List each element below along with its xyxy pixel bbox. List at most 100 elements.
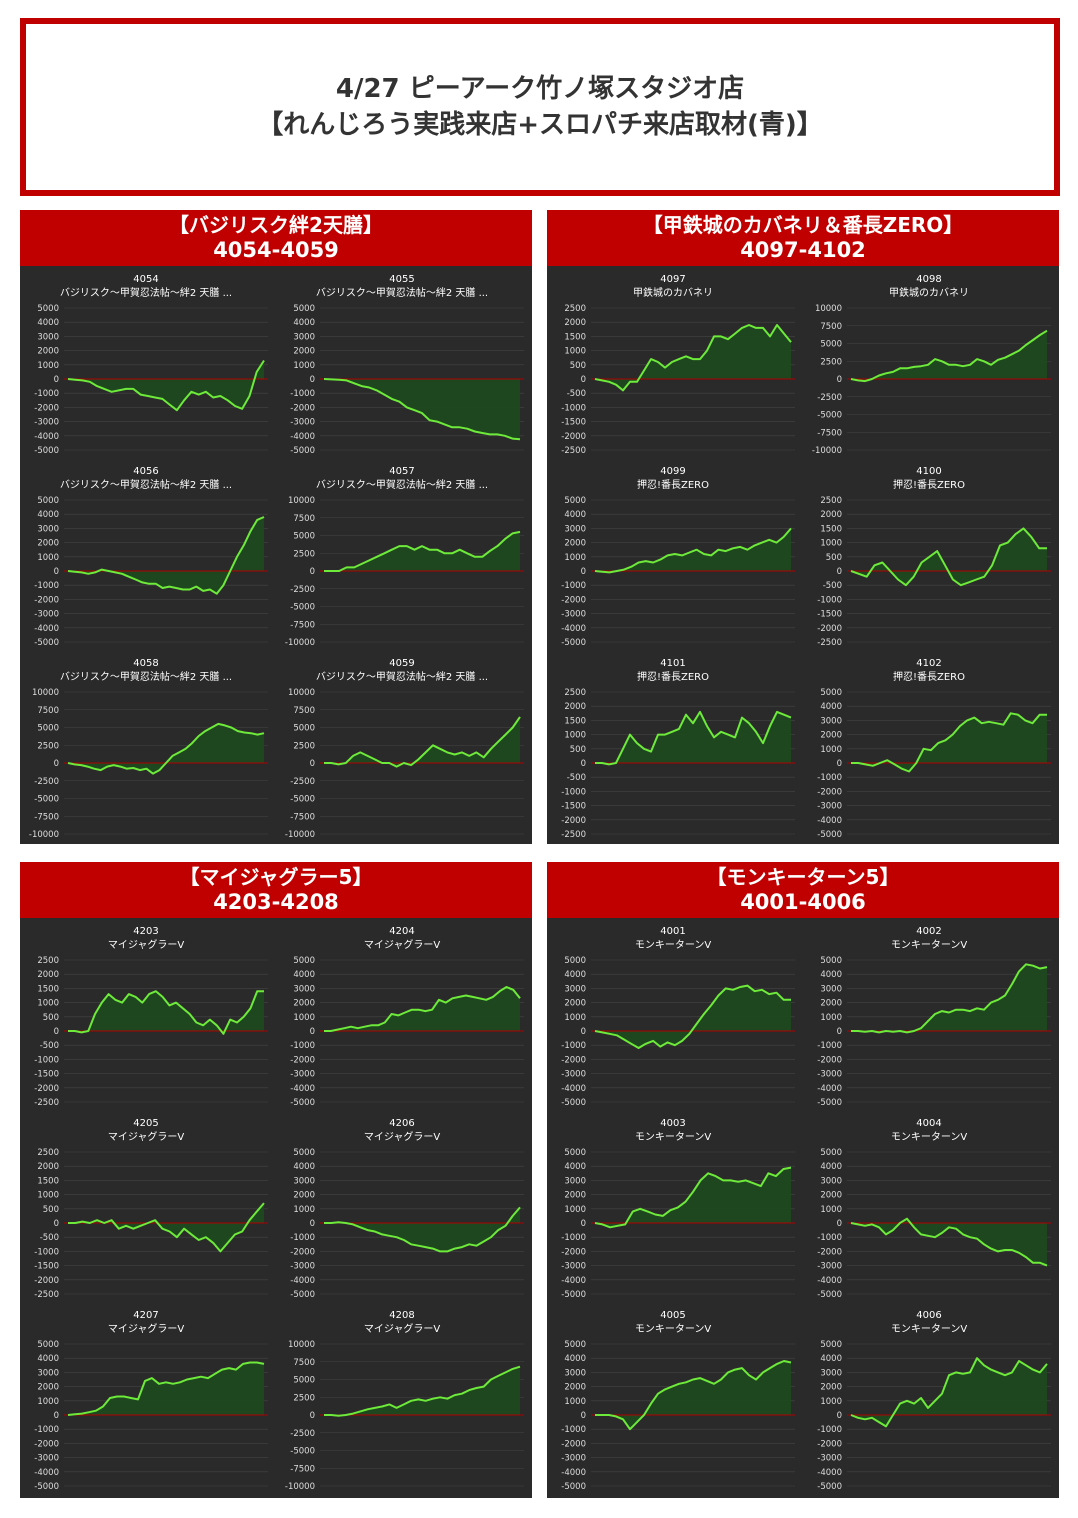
tick-label: 5000 [564, 956, 586, 966]
tick-label: -1000 [290, 1041, 315, 1051]
tick-label: -4000 [817, 1468, 842, 1478]
tick-label: 4000 [820, 970, 842, 980]
tick-label: -1000 [290, 389, 315, 399]
area-fill [68, 723, 264, 774]
chart-id-label: 4001 [660, 926, 685, 937]
chart-subtitle: マイジャグラーV [108, 938, 184, 951]
tick-label: 4000 [564, 1354, 586, 1364]
chart-id-label: 4003 [660, 1118, 685, 1129]
tick-label: 2000 [37, 1383, 59, 1393]
chart-subtitle: バジリスク～甲賀忍法帖～絆2 天膳 ... [60, 670, 232, 683]
tick-label: -5000 [290, 446, 315, 456]
chart-subtitle: バジリスク～甲賀忍法帖～絆2 天膳 ... [316, 478, 488, 491]
tick-label: -3000 [34, 610, 59, 620]
tick-label: 500 [43, 1013, 59, 1023]
tick-label: -4000 [561, 1084, 586, 1094]
tick-label: 1000 [37, 1191, 59, 1201]
chart-subtitle: バジリスク～甲賀忍法帖～絆2 天膳 ... [316, 670, 488, 683]
tick-label: 2500 [293, 741, 315, 751]
tick-label: -1000 [290, 1233, 315, 1243]
tick-label: 2000 [820, 731, 842, 741]
tick-label: 10000 [32, 688, 59, 698]
chart-id-label: 4006 [916, 1310, 941, 1321]
tick-label: 1000 [564, 1397, 586, 1407]
tick-label: 5000 [37, 1340, 59, 1350]
tick-label: 0 [310, 567, 315, 577]
tick-label: -2000 [817, 1055, 842, 1065]
tick-label: 1500 [37, 984, 59, 994]
tick-label: -4000 [290, 1276, 315, 1286]
charts-svg: 4203マイジャグラーV25002000150010005000-500-100… [34, 926, 524, 1492]
tick-label: -1000 [561, 1041, 586, 1051]
tick-label: -5000 [561, 1290, 586, 1300]
chart-id-label: 4206 [389, 1118, 414, 1129]
chart-subtitle: マイジャグラーV [108, 1130, 184, 1143]
chart-id-label: 4002 [916, 926, 941, 937]
tick-label: 1000 [820, 1013, 842, 1023]
series-line [67, 1361, 265, 1416]
series-line [594, 527, 792, 574]
area-fill [851, 330, 1047, 382]
tick-label: 1000 [820, 745, 842, 755]
tick-label: 2500 [293, 1393, 315, 1403]
series-line [67, 722, 265, 775]
tick-label: -2500 [561, 830, 586, 840]
tick-label: -5000 [817, 1482, 842, 1492]
tick-label: -5000 [290, 1098, 315, 1108]
tick-label: 0 [54, 1027, 59, 1037]
panel-range: 4097-4102 [740, 238, 866, 262]
tick-label: 0 [837, 567, 842, 577]
area-fill [324, 716, 520, 767]
chart-id-label: 4059 [389, 658, 414, 669]
chart-id-label: 4056 [133, 466, 158, 477]
tick-label: -10000 [285, 638, 315, 648]
tick-label: 3000 [820, 716, 842, 726]
panel-title: 【モンキーターン5】 [706, 865, 900, 889]
tick-label: 2500 [37, 741, 59, 751]
tick-label: -500 [567, 389, 586, 399]
tick-label: -1500 [34, 1070, 59, 1080]
tick-label: 500 [826, 553, 842, 563]
tick-label: -2000 [561, 1247, 586, 1257]
tick-label: 5000 [37, 496, 59, 506]
series-line [324, 716, 521, 768]
tick-label: 1500 [37, 1176, 59, 1186]
tick-label: -1000 [817, 1425, 842, 1435]
tick-label: 5000 [37, 304, 59, 314]
tick-label: 2000 [564, 539, 586, 549]
tick-label: -5000 [34, 446, 59, 456]
chart-4001: 4001 モンキーターンV 5000 4000 3000 2000 1000 0 -1000 -2… [561, 926, 795, 1108]
tick-label: -4000 [34, 624, 59, 634]
tick-label: 1000 [293, 1205, 315, 1215]
chart-id-label: 4205 [133, 1118, 158, 1129]
tick-label: 5000 [293, 1376, 315, 1386]
series-line [850, 1217, 1048, 1267]
tick-label: -1000 [34, 389, 59, 399]
tick-label: 0 [837, 375, 842, 385]
tick-label: 3000 [820, 1368, 842, 1378]
area-fill [68, 1203, 264, 1252]
tick-label: -4000 [34, 1468, 59, 1478]
tick-label: -2000 [290, 1247, 315, 1257]
tick-label: 3000 [820, 1176, 842, 1186]
series-line [324, 1365, 521, 1417]
chart-4002: 4002 モンキーターンV 5000 4000 3000 2000 1000 0 -1000 -2… [817, 926, 1051, 1108]
tick-label: -7500 [290, 812, 315, 822]
tick-label: -500 [40, 1233, 59, 1243]
chart-subtitle: モンキーターンV [635, 1323, 711, 1335]
tick-label: -1500 [561, 418, 586, 428]
tick-label: 0 [54, 375, 59, 385]
tick-label: 5000 [820, 956, 842, 966]
tick-label: 0 [581, 759, 586, 769]
tick-label: -1500 [561, 802, 586, 812]
panel-range: 4054-4059 [213, 238, 339, 262]
area-fill [68, 360, 264, 411]
tick-label: -500 [567, 773, 586, 783]
chart-4003: 4003 モンキーターンV 5000 4000 3000 2000 1000 0 -1000 -2… [561, 1118, 795, 1300]
tick-label: 4000 [820, 1354, 842, 1364]
